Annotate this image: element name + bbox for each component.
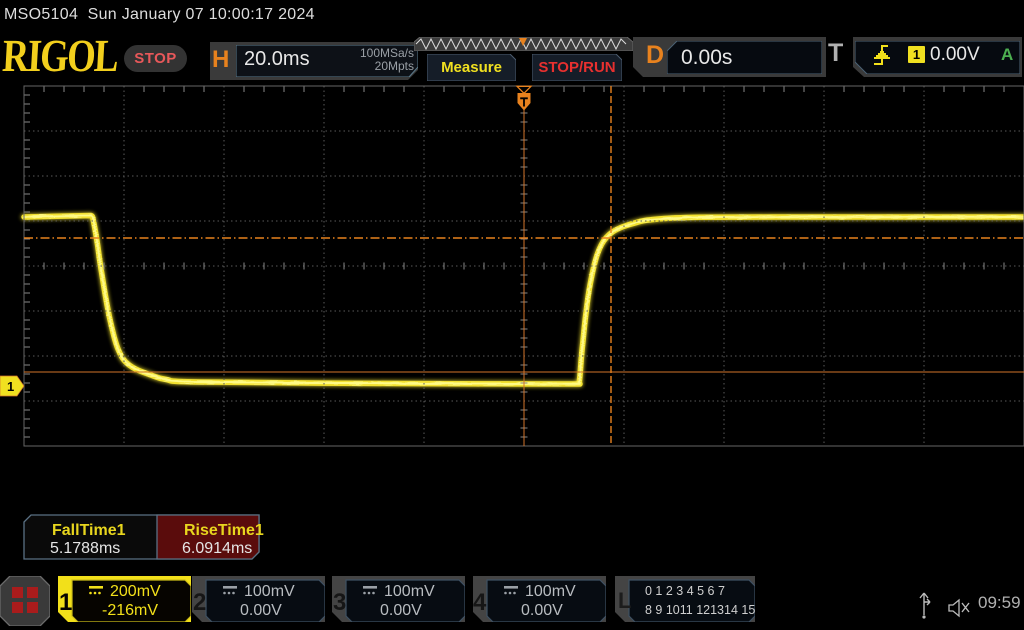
svg-text:1: 1 [7, 379, 14, 394]
